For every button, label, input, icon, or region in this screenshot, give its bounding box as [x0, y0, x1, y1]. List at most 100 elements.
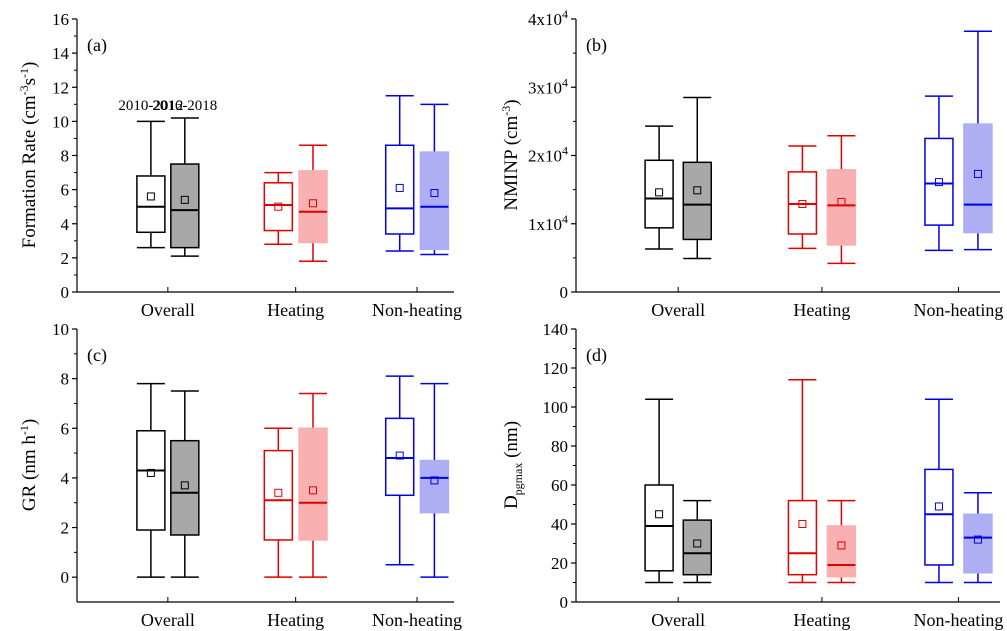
y-tick-label: 100 [543, 398, 569, 417]
x-category-label: Overall [141, 610, 195, 630]
iqr-box [170, 163, 200, 249]
y-tick-label: 0 [61, 283, 70, 302]
y-axis-label: GR (nm h-1) [17, 419, 40, 511]
iqr-box [384, 144, 415, 235]
iqr-box [924, 137, 954, 226]
x-category-label: Heating [267, 610, 324, 630]
panel-label: (c) [87, 345, 107, 366]
y-tick-label: 4x104 [528, 7, 568, 29]
mean-marker [180, 195, 189, 204]
y-tick-label: 120 [543, 359, 569, 378]
iqr-box [263, 449, 294, 541]
y-tick-label: 0 [61, 568, 70, 587]
mean-marker [395, 451, 404, 460]
iqr-box [263, 182, 294, 232]
box-overall-2016-2018 [682, 96, 713, 260]
mean-marker [973, 535, 982, 544]
mean-marker [146, 192, 155, 201]
panel-label: (b) [586, 35, 607, 56]
y-tick-label: 10 [52, 320, 69, 339]
mean-marker [693, 539, 702, 548]
iqr-box [826, 525, 857, 578]
iqr-box [136, 430, 166, 531]
x-category-label: Non-heating [372, 610, 462, 630]
panel-label: (a) [87, 35, 107, 56]
period-annotation: 2016-2018 [152, 98, 217, 114]
y-tick-label: 4 [61, 215, 70, 234]
y-tick-label: 8 [61, 147, 70, 166]
mean-marker [309, 199, 318, 208]
box-overall-2010-2012 [136, 120, 166, 249]
box-non-heating-2016-2018 [419, 382, 450, 578]
box-overall-2016-2018 [682, 499, 713, 584]
box-non-heating-2010-2012 [924, 398, 954, 584]
y-tick-label: 3x104 [528, 75, 568, 97]
panel-b: 0 1x104 2x104 3x104 4x104 Overall Heating Non-h… [499, 7, 1003, 320]
y-tick-label: 6 [61, 419, 70, 438]
period-annotation: 2010-2012 [118, 98, 183, 114]
box-overall-2010-2012 [644, 125, 674, 250]
iqr-box [826, 169, 857, 246]
box-heating-2016-2018 [298, 392, 328, 578]
panel-label: (d) [586, 345, 607, 366]
mean-marker [146, 468, 155, 477]
iqr-box [419, 459, 450, 514]
box-overall-2010-2012 [644, 398, 674, 584]
x-category-label: Heating [793, 610, 850, 630]
x-category-label: Non-heating [913, 610, 1003, 630]
box-non-heating-2010-2012 [384, 95, 415, 252]
y-tick-label: 16 [52, 10, 69, 29]
y-axis-label: Dpgmax (nm) [501, 421, 525, 509]
box-heating-2010-2012 [787, 378, 818, 584]
x-category-label: Overall [651, 300, 705, 320]
mean-marker [934, 502, 943, 511]
box-overall-2016-2018 [170, 117, 200, 257]
panel-c: 0 2 4 6 8 10 Overall Heating Non-heating (c) GR (n… [17, 320, 462, 630]
mean-marker [655, 188, 664, 197]
iqr-box [419, 151, 450, 251]
y-tick-label: 4 [61, 469, 70, 488]
mean-marker [395, 183, 404, 192]
y-tick-label: 40 [551, 515, 568, 534]
box-heating-2016-2018 [298, 144, 328, 263]
iqr-box [170, 439, 200, 536]
mean-marker [430, 476, 439, 485]
mean-marker [430, 189, 439, 198]
mean-marker [798, 199, 807, 208]
y-axis-label: NMINP (cm-3) [499, 99, 522, 210]
y-tick-label: 6 [61, 181, 70, 200]
mean-marker [180, 481, 189, 490]
x-category-label: Non-heating [913, 300, 1003, 320]
iqr-box [644, 484, 674, 572]
box-non-heating-2016-2018 [963, 492, 993, 584]
mean-marker [973, 169, 982, 178]
y-axis-label: Formation Rate (cm-3s-1) [17, 62, 40, 249]
y-tick-label: 0 [560, 283, 569, 302]
mean-marker [693, 186, 702, 195]
iqr-box [682, 161, 713, 241]
mean-marker [837, 197, 846, 206]
mean-marker [655, 510, 664, 519]
y-tick-label: 0 [560, 593, 569, 612]
box-non-heating-2016-2018 [963, 30, 993, 251]
mean-marker [934, 178, 943, 187]
mean-marker [798, 520, 807, 528]
x-category-label: Non-heating [372, 300, 462, 320]
iqr-box [787, 171, 818, 235]
mean-marker [837, 541, 846, 550]
y-tick-label: 2x104 [528, 144, 568, 166]
panel-a: 0 2 4 6 8 10 12 14 16 Overall Heating Non-heating (a… [17, 10, 462, 320]
box-overall-2016-2018 [170, 390, 200, 578]
box-heating-2010-2012 [263, 171, 294, 245]
iqr-box [384, 417, 415, 497]
iqr-box [298, 427, 328, 541]
iqr-box [924, 468, 954, 566]
iqr-box [963, 123, 993, 234]
x-category-label: Overall [141, 300, 195, 320]
iqr-box [644, 159, 674, 229]
y-tick-label: 12 [52, 78, 69, 97]
mean-marker [274, 202, 283, 211]
y-tick-label: 1x104 [528, 212, 568, 234]
y-tick-label: 14 [52, 44, 70, 63]
